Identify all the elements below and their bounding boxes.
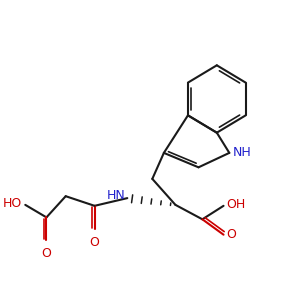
- Text: NH: NH: [233, 146, 252, 159]
- Text: OH: OH: [226, 198, 246, 212]
- Text: O: O: [90, 236, 100, 249]
- Text: O: O: [226, 228, 236, 241]
- Text: HN: HN: [106, 189, 125, 202]
- Text: HO: HO: [3, 197, 22, 210]
- Text: O: O: [41, 247, 51, 260]
